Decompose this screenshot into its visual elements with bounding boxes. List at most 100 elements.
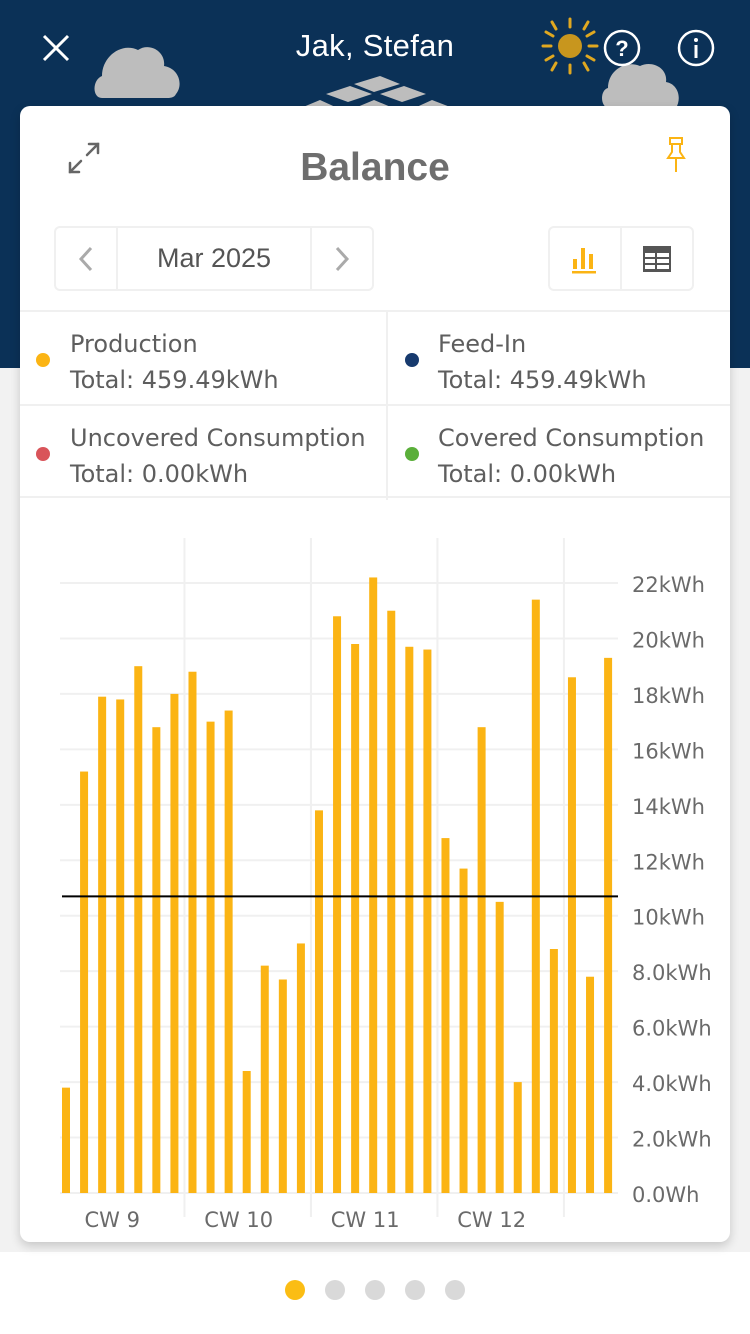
y-tick-label: 0.0Wh — [632, 1183, 699, 1207]
legend-total: Total: 0.00kWh — [438, 460, 617, 488]
production-bar — [351, 644, 360, 1193]
legend-label: Covered Consumption — [438, 424, 705, 452]
page-indicator — [0, 1280, 750, 1300]
legend-total: Total: 0.00kWh — [70, 460, 249, 488]
y-tick-label: 10kWh — [632, 906, 705, 930]
production-bar — [495, 901, 504, 1193]
feed-in-dot-icon — [405, 353, 419, 367]
chart-view-button[interactable] — [550, 228, 620, 289]
production-bar — [423, 649, 432, 1193]
y-tick-label: 2.0kWh — [632, 1128, 712, 1152]
y-tick-label: 22kWh — [632, 573, 705, 597]
y-tick-label: 8.0kWh — [632, 961, 712, 985]
period-label[interactable]: Mar 2025 — [116, 228, 312, 289]
production-bar — [278, 979, 287, 1193]
info-button[interactable] — [676, 28, 716, 68]
legend-item-uncovered-consumption[interactable]: Uncovered Consumption Total: 0.00kWh — [20, 406, 388, 500]
legend-label: Production — [70, 330, 198, 358]
production-bar — [242, 1071, 251, 1193]
production-bar — [188, 671, 197, 1193]
production-bar — [134, 666, 143, 1193]
production-bar — [314, 810, 323, 1193]
legend-item-covered-consumption[interactable]: Covered Consumption Total: 0.00kWh — [388, 406, 730, 500]
page-dot[interactable] — [445, 1280, 465, 1300]
solar-panel-illustration — [296, 76, 458, 110]
question-circle-icon: ? — [603, 29, 641, 67]
legend-label: Feed-In — [438, 330, 527, 358]
balance-card: Balance Mar 2025 — [20, 106, 730, 1242]
production-bar — [170, 693, 179, 1193]
production-bar — [206, 721, 215, 1193]
expand-icon — [68, 142, 100, 174]
production-bar — [152, 727, 161, 1193]
table-icon — [643, 245, 671, 272]
bar-chart: 0.0Wh 2.0kWh 4.0kWh 6.0kWh 8.0kWh 10kWh 12kWh 1… — [60, 538, 712, 1232]
next-period-button[interactable] — [312, 228, 372, 289]
pin-icon — [666, 137, 686, 172]
cloud-icon — [602, 63, 679, 108]
y-tick-label: 18kWh — [632, 684, 705, 708]
production-bar — [586, 976, 595, 1193]
y-tick-label: 4.0kWh — [632, 1072, 712, 1096]
x-tick-label: CW 11 — [331, 1208, 400, 1232]
close-button[interactable] — [36, 28, 76, 68]
help-button[interactable]: ? — [602, 28, 642, 68]
cloud-icon — [94, 47, 180, 98]
legend: Production Total: 459.49kWh Feed-In Tota… — [20, 310, 730, 500]
y-tick-label: 6.0kWh — [632, 1017, 712, 1041]
page-title: Jak, Stefan — [295, 28, 455, 63]
sun-icon — [541, 17, 599, 75]
page-dot[interactable] — [285, 1280, 305, 1300]
page-dot[interactable] — [365, 1280, 385, 1300]
info-circle-icon — [677, 29, 715, 67]
production-bar — [567, 677, 576, 1193]
production-bar — [224, 710, 233, 1193]
production-bar — [80, 771, 89, 1193]
production-bar — [549, 949, 558, 1193]
previous-period-button[interactable] — [56, 228, 116, 289]
bar-chart-icon — [572, 247, 596, 273]
production-bar — [98, 696, 107, 1193]
uncovered-consumption-dot-icon — [36, 447, 50, 461]
y-tick-label: 16kWh — [632, 739, 705, 763]
table-view-button[interactable] — [620, 228, 692, 289]
production-dot-icon — [36, 353, 50, 367]
pin-button[interactable] — [664, 136, 688, 176]
close-icon — [42, 34, 70, 62]
production-bar — [260, 965, 269, 1193]
production-bar — [387, 610, 396, 1193]
legend-label: Uncovered Consumption — [70, 424, 366, 452]
date-navigator: Mar 2025 — [54, 226, 374, 291]
production-bar — [369, 577, 378, 1193]
legend-total: Total: 459.49kWh — [438, 366, 647, 394]
x-tick-label: CW 9 — [84, 1208, 139, 1232]
y-tick-label: 14kWh — [632, 795, 705, 819]
x-tick-label: CW 12 — [457, 1208, 526, 1232]
production-bar — [405, 646, 414, 1193]
y-tick-label: 20kWh — [632, 628, 705, 652]
view-toggle — [548, 226, 694, 291]
legend-item-production[interactable]: Production Total: 459.49kWh — [20, 312, 388, 406]
production-bar — [116, 699, 125, 1193]
production-bar — [62, 1087, 70, 1193]
production-bar — [296, 943, 305, 1193]
production-bar — [333, 616, 342, 1193]
page-dot[interactable] — [325, 1280, 345, 1300]
page-dot[interactable] — [405, 1280, 425, 1300]
x-tick-label: CW 10 — [204, 1208, 273, 1232]
expand-button[interactable] — [64, 138, 104, 178]
production-bar — [604, 657, 613, 1193]
legend-item-feed-in[interactable]: Feed-In Total: 459.49kWh — [388, 312, 730, 406]
y-tick-label: 12kWh — [632, 850, 705, 874]
covered-consumption-dot-icon — [405, 447, 419, 461]
chevron-left-icon — [78, 246, 93, 271]
production-bar — [441, 838, 450, 1193]
production-bar — [459, 868, 468, 1193]
card-title: Balance — [300, 146, 450, 189]
production-bar — [477, 727, 486, 1193]
chevron-right-icon — [335, 246, 350, 271]
balance-chart: 0.0Wh 2.0kWh 4.0kWh 6.0kWh 8.0kWh 10kWh 12kWh 1… — [20, 516, 730, 1236]
svg-text:?: ? — [615, 36, 628, 61]
production-bar — [513, 1082, 522, 1193]
